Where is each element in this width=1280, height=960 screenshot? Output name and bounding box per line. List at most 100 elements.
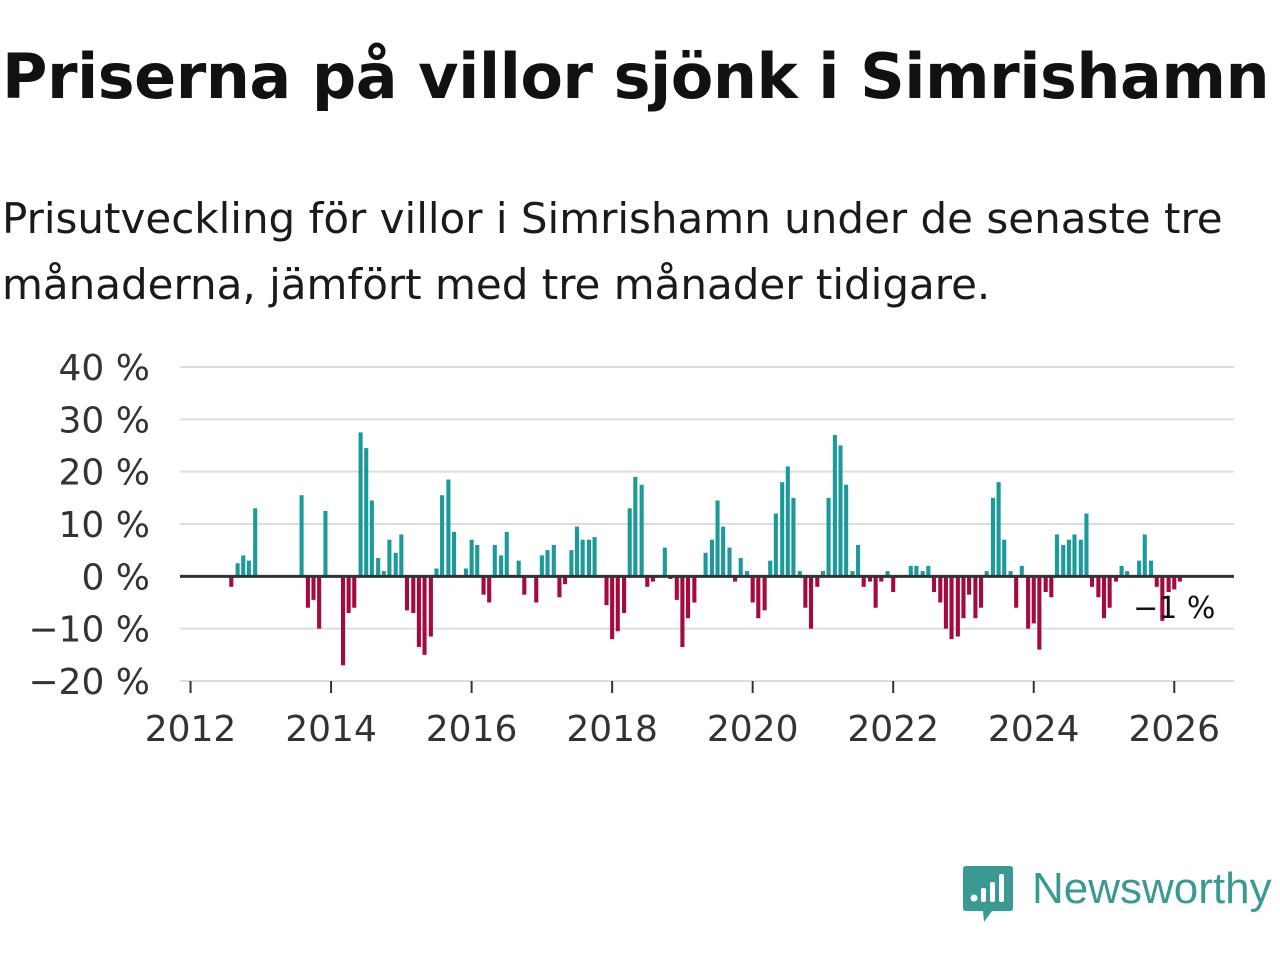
bar: [773, 513, 778, 577]
bar: [323, 510, 328, 577]
bar: [451, 531, 457, 577]
bar: [610, 576, 615, 640]
bar: [891, 576, 896, 593]
x-tick-label: 2014: [285, 709, 377, 750]
bar: [861, 576, 866, 587]
bar: [487, 576, 492, 603]
bar: [1125, 571, 1130, 577]
bar: [733, 576, 738, 582]
bar: [253, 508, 258, 577]
bar: [615, 576, 620, 632]
bar: [1084, 513, 1089, 577]
bar: [850, 571, 855, 577]
bar: [745, 571, 750, 577]
bar: [1096, 576, 1101, 598]
y-tick-label: 10 %: [59, 505, 150, 546]
bar: [428, 576, 433, 637]
bar: [680, 576, 685, 647]
bar: [1166, 576, 1171, 593]
bar: [750, 576, 755, 603]
brand-name: Newsworthy: [1032, 864, 1272, 913]
bar: [381, 571, 386, 577]
bar: [996, 482, 1001, 577]
bar: [1031, 576, 1036, 624]
bar: [727, 547, 732, 577]
y-tick-labels: 40 % 30 % 20 % 10 % 0 % −10 % −20 %: [28, 348, 150, 703]
bar: [762, 576, 767, 611]
bars: [229, 432, 1182, 666]
bar: [1072, 534, 1077, 577]
bar: [738, 558, 743, 577]
bar: [539, 555, 544, 577]
bar: [1078, 539, 1083, 577]
x-tick-label: 2024: [988, 709, 1080, 750]
newsworthy-logo: Newsworthy: [962, 862, 1280, 932]
bar: [709, 539, 714, 577]
bar: [580, 539, 585, 577]
bar: [715, 500, 720, 577]
bar: [1149, 560, 1154, 577]
bar: [1066, 539, 1071, 577]
bar: [592, 537, 597, 577]
bar: [627, 508, 632, 577]
bar: [311, 576, 316, 600]
bar: [703, 552, 708, 577]
bar: [926, 565, 931, 577]
bar: [358, 432, 363, 577]
bar: [879, 576, 884, 582]
bar: [1014, 576, 1019, 608]
bar: [475, 544, 480, 577]
bar: [463, 568, 469, 577]
bar: [1002, 539, 1007, 577]
bar: [978, 576, 984, 608]
bar: [340, 576, 346, 666]
bar: [586, 539, 592, 577]
bar: [949, 576, 954, 640]
bar: [808, 576, 814, 629]
bar: [551, 544, 556, 577]
newsworthy-logo-icon: [963, 866, 1013, 922]
grid-lines: [180, 366, 1234, 682]
bar: [404, 576, 410, 611]
y-tick-label: −20 %: [28, 662, 150, 703]
bar: [1008, 571, 1013, 577]
bar: [446, 479, 451, 577]
bar: [1177, 576, 1182, 582]
bar: [756, 576, 761, 619]
bar: [235, 563, 240, 577]
bar: [838, 445, 843, 577]
bar: [990, 497, 996, 577]
x-tick-label: 2026: [1128, 709, 1220, 750]
bar: [908, 565, 913, 577]
bar: [931, 576, 937, 593]
bar: [1160, 576, 1165, 621]
bar: [721, 526, 726, 577]
bar: [305, 576, 310, 608]
bar: [1172, 576, 1177, 590]
bar: [1037, 576, 1042, 650]
bar: [885, 571, 890, 577]
bar: [422, 576, 427, 655]
bar: [674, 576, 679, 600]
bar: [411, 576, 416, 613]
bar: [820, 571, 825, 577]
bar: [780, 482, 785, 577]
bar: [1142, 534, 1147, 577]
bar: [943, 576, 948, 629]
bar: [797, 571, 802, 577]
y-tick-label: −10 %: [28, 610, 150, 651]
bar: [604, 576, 609, 606]
bar: [1026, 576, 1031, 629]
bar: [299, 495, 304, 577]
bar: [317, 576, 322, 629]
bar: [832, 435, 837, 577]
y-tick-label: 0 %: [81, 557, 150, 598]
bar: [645, 576, 650, 587]
bar: [1043, 576, 1048, 593]
bar: [633, 476, 638, 577]
bar: [557, 576, 562, 598]
bar: [492, 544, 497, 577]
bar: [791, 497, 796, 577]
bar: [662, 547, 667, 577]
bar: [1113, 576, 1119, 582]
